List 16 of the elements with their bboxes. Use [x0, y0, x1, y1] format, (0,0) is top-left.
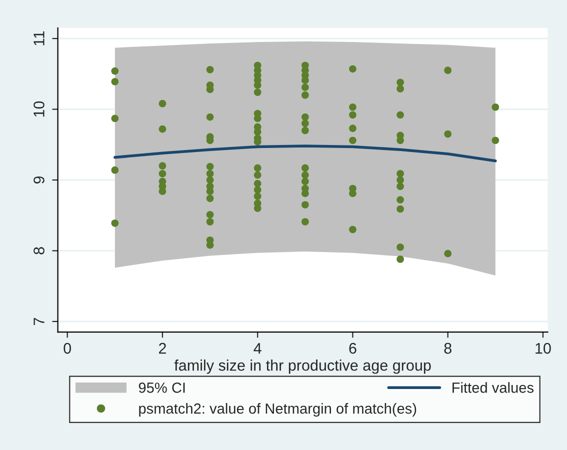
x-tick-label: 10	[536, 342, 551, 354]
y-tick-label: 8	[34, 247, 44, 254]
y-tick-label: 11	[34, 31, 44, 46]
y-tick-label: 9	[34, 176, 44, 184]
legend-label: Fitted values	[452, 382, 534, 393]
x-tick-label: 2	[158, 342, 166, 354]
x-tick-label: 6	[349, 342, 356, 354]
x-tick-label: 0	[64, 342, 71, 354]
y-tick-label: 7	[34, 318, 44, 325]
legend-label: psmatch2: value of Netmargin of match(es)	[139, 403, 416, 417]
x-tick-label: 4	[254, 343, 262, 354]
x-axis-title: family size in thr productive age group	[174, 360, 431, 374]
line-series	[114, 144, 497, 162]
legend-label: 95% CI	[138, 382, 185, 393]
x-tick-label: 8	[444, 342, 452, 354]
y-tick-label: 10	[34, 101, 44, 117]
